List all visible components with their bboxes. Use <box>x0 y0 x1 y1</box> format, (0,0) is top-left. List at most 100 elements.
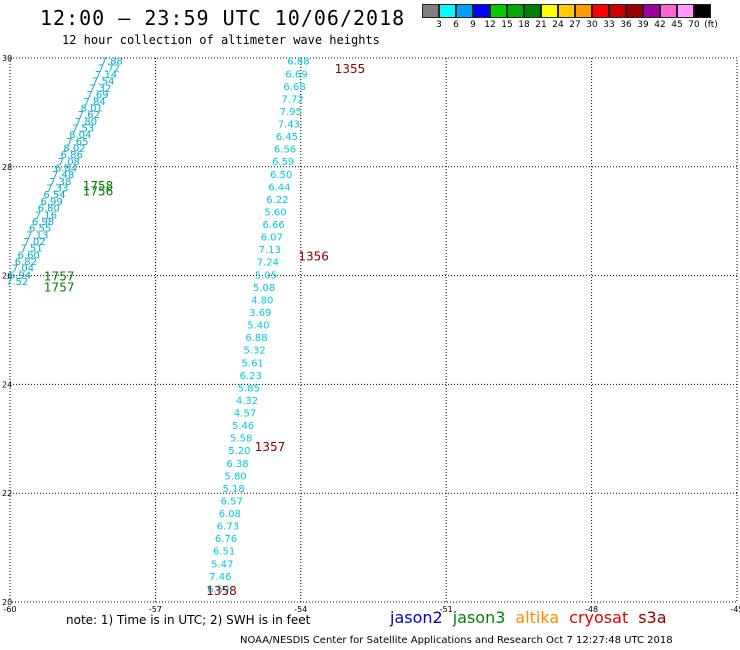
map-title: 12:00 – 23:59 UTC 10/06/2018 <box>40 6 406 30</box>
wave-height-value: 5.80 <box>224 471 246 482</box>
wave-height-value: 6.22 <box>266 195 288 206</box>
wave-height-value: 6.68 <box>283 82 305 93</box>
wave-height-color-legend: 3 6 9 12 15 18 21 24 27 30 33 36 39 42 45 70 (ft) <box>422 4 718 32</box>
legend-label: (ft) <box>704 20 718 30</box>
x-tick-label: -54 <box>294 605 307 614</box>
wave-height-value: 6.99 <box>41 197 63 208</box>
wave-height-value: 6.76 <box>215 534 237 545</box>
pass-time-label: 1357 <box>255 440 286 454</box>
pass-time-label: 1758 <box>83 179 114 193</box>
y-tick-label: 22 <box>2 489 12 498</box>
satellite-altika-label: altika <box>515 608 560 627</box>
legend-swatch <box>456 4 473 18</box>
wave-height-value: 6.54 <box>43 190 65 201</box>
wave-height-value: 6.59 <box>207 584 229 595</box>
wave-height-value: 5.32 <box>243 346 265 357</box>
legend-swatch <box>507 4 524 18</box>
x-tick-label: -60 <box>3 605 16 614</box>
legend-label: 18 <box>518 20 530 30</box>
legend-swatch <box>541 4 558 18</box>
pass-time-label: 1757 <box>44 270 75 284</box>
wave-height-value: 6.66 <box>262 220 284 231</box>
wave-height-value: 7.62 <box>78 110 100 121</box>
wave-height-value: 7.54 <box>92 77 114 88</box>
pass-time-label: 1757 <box>44 281 75 295</box>
legend-swatch <box>626 4 643 18</box>
legend-swatch <box>473 4 490 18</box>
wave-height-value: 7.32 <box>89 83 111 94</box>
wave-height-value: 6.57 <box>221 496 243 507</box>
map-subtitle: 12 hour collection of altimeter wave hei… <box>62 33 380 47</box>
legend-label: 70 <box>688 20 700 30</box>
y-tick-label: 26 <box>2 272 12 281</box>
x-tick-label: -48 <box>585 605 598 614</box>
pass-time-label: 1356 <box>298 250 329 264</box>
y-tick-label: 24 <box>2 380 12 389</box>
wave-height-value: 5.47 <box>211 559 233 570</box>
wave-height-value: 4.32 <box>236 396 258 407</box>
wave-height-value: 6.59 <box>272 157 294 168</box>
legend-swatch <box>422 4 439 18</box>
legend-label: 3 <box>436 20 442 30</box>
wave-height-value: 7.72 <box>282 94 304 105</box>
legend-label: 24 <box>552 20 564 30</box>
wave-height-value: 5.58 <box>230 434 252 445</box>
legend-swatch <box>660 4 677 18</box>
wave-height-value: 6.56 <box>274 145 296 156</box>
wave-height-value: 7.38 <box>49 177 71 188</box>
y-tick-label: 20 <box>2 598 12 607</box>
legend-swatch <box>677 4 694 18</box>
wave-height-value: 7.80 <box>75 117 97 128</box>
wave-height-value: 6.07 <box>261 233 283 244</box>
legend-label: 27 <box>569 20 581 30</box>
wave-height-value: 7.13 <box>259 245 281 256</box>
wave-height-value: 6.51 <box>213 547 235 558</box>
legend-label: 21 <box>535 20 547 30</box>
wave-height-value: 6.08 <box>219 509 241 520</box>
wave-height-value: 6.86 <box>61 150 83 161</box>
legend-swatch <box>643 4 660 18</box>
wave-height-value: 7.84 <box>83 97 105 108</box>
satellite-s3a-label: s3a <box>638 608 667 627</box>
satellite-legend: jason2 jason3 altika cryosat s3a <box>390 608 677 627</box>
wave-height-value: 6.38 <box>226 459 248 470</box>
wave-height-value: 6.98 <box>32 217 54 228</box>
wave-height-value: 6.80 <box>38 204 60 215</box>
wave-height-value: 8.02 <box>63 144 85 155</box>
wave-height-value: 6.88 <box>287 57 309 68</box>
legend-swatch <box>694 4 711 18</box>
legend-swatch <box>439 4 456 18</box>
legend-swatch <box>609 4 626 18</box>
legend-swatch <box>490 4 507 18</box>
x-tick-label: -57 <box>149 605 162 614</box>
wave-height-value: 6.23 <box>240 371 262 382</box>
map-grid <box>9 57 738 603</box>
pass-time-label: 1355 <box>335 62 366 76</box>
legend-label: 36 <box>620 20 632 30</box>
wave-height-value: 7.65 <box>66 137 88 148</box>
legend-swatch <box>558 4 575 18</box>
y-tick-label: 28 <box>2 163 12 172</box>
satellite-cryosat-label: cryosat <box>569 608 629 627</box>
wave-height-value: 4.57 <box>234 409 256 420</box>
legend-labels: 3 6 9 12 15 18 21 24 27 30 33 36 39 42 45 70 (ft) <box>422 18 718 32</box>
wave-height-value: 7.51 <box>20 244 42 255</box>
pass-time-label: 1358 <box>206 584 237 598</box>
wave-height-value: 6.50 <box>270 170 292 181</box>
wave-height-value: 5.18 <box>223 484 245 495</box>
legend-swatch <box>575 4 592 18</box>
x-tick-label: -45 <box>730 605 740 614</box>
wave-height-value: 7.16 <box>35 210 57 221</box>
wave-height-value: 6.73 <box>217 522 239 533</box>
legend-label: 42 <box>654 20 666 30</box>
legend-label: 6 <box>453 20 459 30</box>
wave-height-value: 7.43 <box>278 120 300 131</box>
wave-height-value: 6.44 <box>268 182 290 193</box>
wave-height-value: 6.55 <box>29 224 51 235</box>
wave-height-value: 4.80 <box>251 295 273 306</box>
legend-label: 9 <box>470 20 476 30</box>
wave-height-value: 3.69 <box>249 308 271 319</box>
wave-height-value: 5.60 <box>264 207 286 218</box>
